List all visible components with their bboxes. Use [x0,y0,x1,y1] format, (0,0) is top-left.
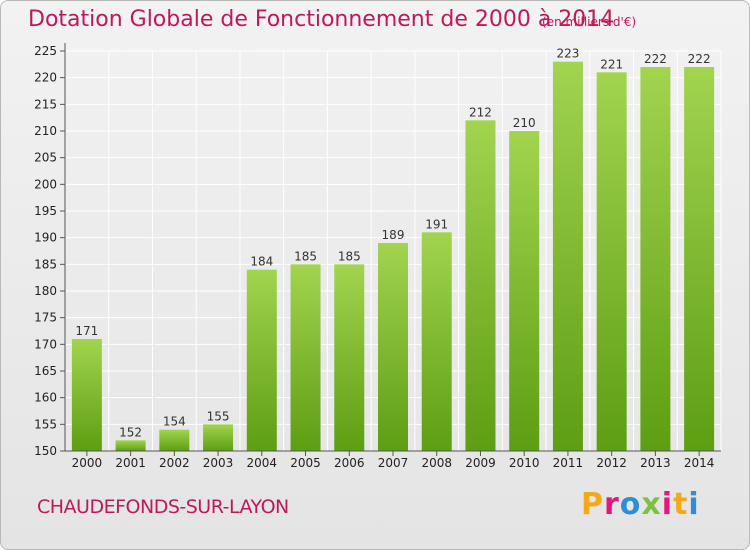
bar [71,339,102,451]
x-tick-label: 2001 [115,456,146,470]
y-tick-label: 150 [34,444,57,458]
x-tick-label: 2011 [553,456,584,470]
x-tick-label: 2006 [334,456,365,470]
data-label: 223 [556,47,579,61]
y-tick-label: 205 [34,151,57,165]
bar [159,429,190,451]
y-tick-label: 185 [34,257,57,271]
x-tick-label: 2003 [203,456,234,470]
logo-letter: r [604,487,620,522]
data-label: 152 [119,425,142,439]
y-tick-label: 155 [34,417,57,431]
data-label: 184 [250,255,273,269]
x-tick-label: 2002 [159,456,190,470]
bar [290,264,321,451]
x-tick-label: 2012 [596,456,627,470]
data-label: 191 [425,217,448,231]
data-label: 189 [382,228,405,242]
logo-letter: i [688,487,700,522]
x-tick-label: 2009 [465,456,496,470]
y-tick-label: 190 [34,231,57,245]
commune-name: CHAUDEFONDS-SUR-LAYON [37,496,289,518]
y-tick-label: 225 [34,44,57,58]
bar [552,61,583,452]
x-tick-label: 2008 [421,456,452,470]
bar [203,424,234,451]
bar [421,232,452,451]
logo-letter: o [619,487,642,522]
y-tick-label: 160 [34,391,57,405]
bar [640,67,671,451]
logo-letter: x [641,487,662,522]
bar [509,131,540,451]
logo-letter: i [661,487,674,522]
data-label: 221 [600,57,623,71]
data-label: 222 [688,52,711,66]
chart-unit-note: (en milliers d'€) [542,15,637,29]
data-label: 210 [513,116,536,130]
y-tick-label: 210 [34,124,57,138]
data-label: 222 [644,52,667,66]
data-labels: 171 152 154 155 184 185 185 189 191 212 210 223 221 2… [75,47,710,440]
y-tick-label: 220 [34,71,57,85]
x-tick-label: 2000 [72,456,103,470]
bar [246,269,277,451]
data-label: 185 [294,249,317,263]
bar [596,72,627,451]
data-label: 212 [469,105,492,119]
y-tick-label: 170 [34,337,57,351]
data-label: 171 [75,324,98,338]
x-tick-label: 2013 [640,456,671,470]
bars [71,61,715,452]
bar [115,440,146,451]
logo-letter: P [581,487,604,522]
y-tick-label: 215 [34,97,57,111]
data-label: 155 [207,409,230,423]
bar [465,120,496,451]
chart-title: Dotation Globale de Fonctionnement de 20… [28,7,615,32]
x-tick-label: 2004 [247,456,278,470]
x-tick-label: 2007 [378,456,409,470]
bar [378,243,408,451]
bar [334,264,365,451]
y-tick-label: 175 [34,311,57,325]
x-tick-label: 2014 [684,456,715,470]
bar [684,67,715,451]
data-label: 154 [163,415,186,429]
y-tick-label: 165 [34,364,57,378]
logo-letter: t [673,487,689,522]
x-tick-label: 2010 [509,456,540,470]
proxiti-logo: Proxiti [581,487,700,522]
x-tick-label: 2005 [290,456,321,470]
axes: 150 155 160 165 170 175 180 185 190 195 200 205 210 2… [34,43,721,470]
y-tick-label: 195 [34,204,57,218]
y-tick-label: 180 [34,284,57,298]
data-label: 185 [338,249,361,263]
y-tick-label: 200 [34,177,57,191]
